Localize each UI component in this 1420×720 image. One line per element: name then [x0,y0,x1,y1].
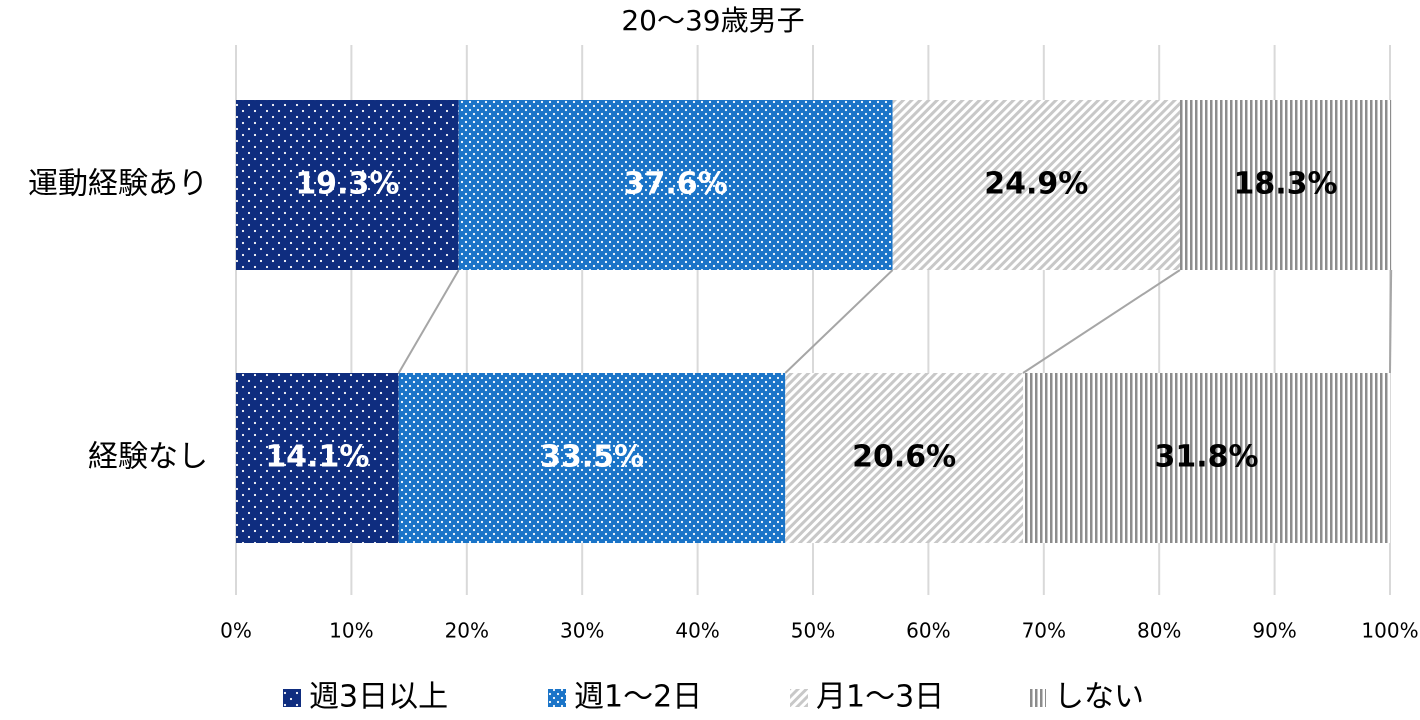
x-tick-label: 70% [1022,619,1066,643]
value-label: 31.8% [1154,440,1258,475]
bar [458,100,893,270]
legend-marker [790,689,808,707]
value-label: 20.6% [852,440,956,475]
x-tick-label: 10% [329,619,373,643]
series-line [1389,269,1393,374]
chart-title: 20～39歳男子 [621,4,804,37]
legend-label: 週3日以上 [309,680,448,715]
series-line [784,269,894,374]
x-tick-label: 80% [1137,619,1181,643]
x-tick-label: 30% [560,619,604,643]
bar [398,373,786,543]
value-label: 37.6% [624,167,728,202]
x-tick-label: 20% [445,619,489,643]
value-label: 19.3% [295,167,399,202]
bar [785,373,1024,543]
x-tick-label: 90% [1252,619,1296,643]
value-label: 33.5% [540,440,644,475]
x-tick-label: 100% [1361,619,1418,643]
value-label: 24.9% [984,167,1088,202]
x-tick-label: 50% [791,619,835,643]
legend-marker [283,689,301,707]
x-tick-label: 60% [906,619,950,643]
x-tick-label: 0% [220,619,252,643]
legend-label: しない [1054,680,1144,715]
bar [236,100,459,270]
legend-marker [1028,689,1046,707]
bar [236,373,399,543]
series-line [397,269,460,374]
y-tick-label: 経験なし [88,440,208,475]
legend-marker [548,689,566,707]
x-tick-label: 40% [675,619,719,643]
bar [892,100,1180,270]
value-label: 14.1% [265,440,369,475]
value-label: 18.3% [1234,167,1338,202]
series-line [1022,269,1181,374]
bar [1023,373,1390,543]
y-tick-label: 運動経験あり [28,167,208,202]
legend-label: 週1～2日 [574,680,702,715]
bar [1179,100,1392,270]
legend-label: 月1～3日 [816,680,944,715]
